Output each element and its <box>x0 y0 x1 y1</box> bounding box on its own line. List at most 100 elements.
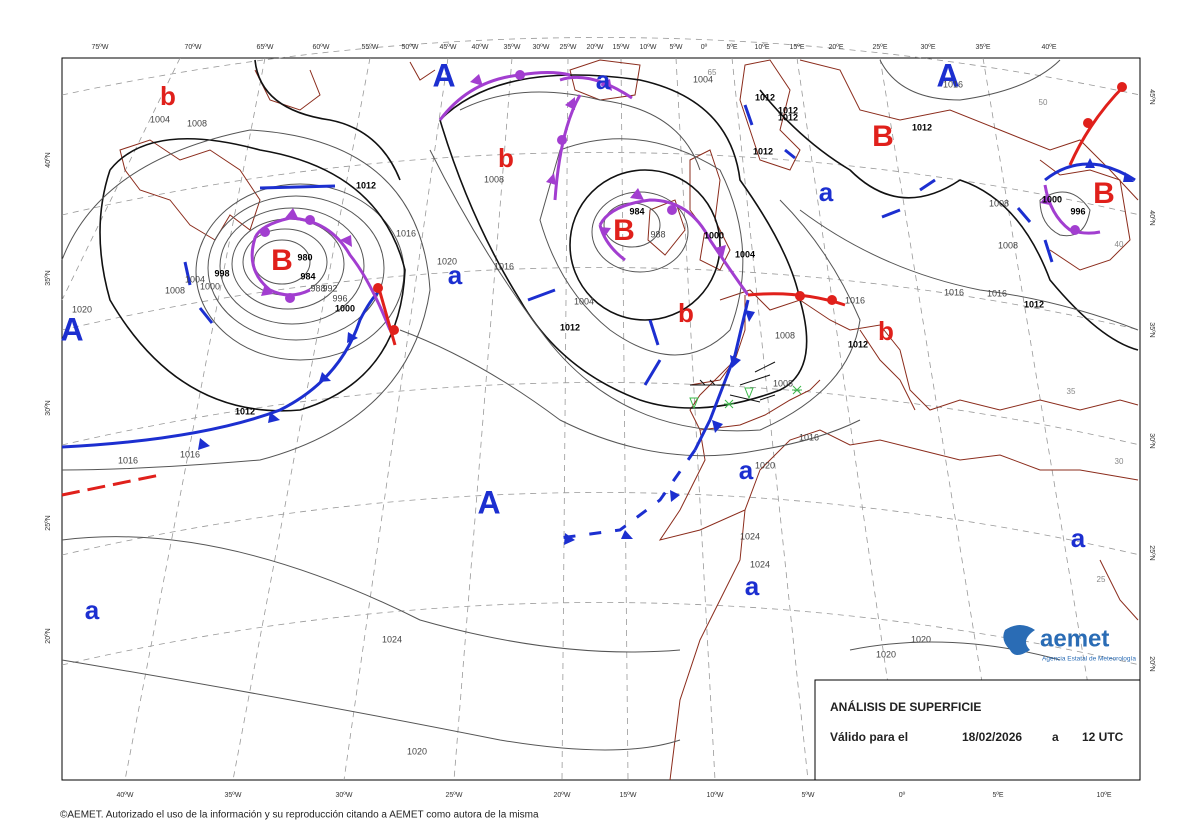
longitude-label: 20ºE <box>828 44 843 51</box>
isobar-label: 1012 <box>778 105 798 115</box>
isobar-label: 1008 <box>165 285 185 295</box>
isobar-label: 1020 <box>876 649 896 659</box>
isobar-label: 1012 <box>778 112 798 122</box>
low-center: B <box>872 120 894 153</box>
longitude-label: 25ºW <box>560 44 577 51</box>
isobar-label: 1004 <box>185 274 205 284</box>
longitude-label: 5ºE <box>992 792 1003 799</box>
isobar-label: 1016 <box>396 228 416 238</box>
latitude-label: 40ºN <box>1148 210 1155 225</box>
isobar-label: 1024 <box>750 559 770 569</box>
info-title: ANÁLISIS DE SUPERFICIE <box>830 699 981 714</box>
faint-label: 50 <box>1039 98 1048 107</box>
isobars <box>61 59 1139 751</box>
isobar-label: 1004 <box>574 296 594 306</box>
longitude-label: 40ºE <box>1041 44 1056 51</box>
longitude-label: 30ºW <box>336 792 353 799</box>
isobar-label: 1016 <box>118 455 138 465</box>
isobar-label: 1008 <box>775 330 795 340</box>
longitude-label: 0º <box>701 44 708 51</box>
longitude-label: 30ºE <box>920 44 935 51</box>
latitude-label: 45ºN <box>1148 89 1155 104</box>
coastlines <box>119 59 1139 781</box>
high-center: A <box>477 484 500 520</box>
isobar-label: 1004 <box>735 249 755 259</box>
low-center: b <box>878 316 894 346</box>
isobar-label: 1020 <box>755 460 775 470</box>
isobar-label: 1016 <box>944 287 964 297</box>
isobar-label: 1024 <box>382 634 402 644</box>
high-center: a <box>596 65 611 95</box>
high-center: a <box>85 595 100 625</box>
isobar-label: 1012 <box>560 322 580 332</box>
graticule <box>61 37 1141 781</box>
isobar-label: 1004 <box>693 74 713 84</box>
longitude-label: 55ºW <box>362 44 379 51</box>
isobar-label: 1000 <box>335 303 355 313</box>
isobar-label: 1012 <box>1024 299 1044 309</box>
isobar-label: 998 <box>214 268 229 278</box>
longitude-label: 0º <box>899 792 906 799</box>
longitude-label: 70ºW <box>185 44 202 51</box>
longitude-label: 35ºW <box>225 792 242 799</box>
isobar-label: 1016 <box>845 295 865 305</box>
isobar-label: 1012 <box>235 406 255 416</box>
high-center: A <box>432 57 455 93</box>
low-center: B <box>1093 177 1115 210</box>
isobar-label: 1016 <box>943 79 963 89</box>
valid-time: 12 UTC <box>1082 730 1124 744</box>
isobar-label: 1008 <box>998 240 1018 250</box>
isobar-label: 1016 <box>799 432 819 442</box>
high-center: a <box>745 571 760 601</box>
isobar-label: 1016 <box>494 261 514 271</box>
latitude-label: 25ºN <box>1148 545 1155 560</box>
latitude-label: 25ºN <box>45 515 52 530</box>
isobar-label: 996 <box>1070 206 1085 216</box>
isobar-label: 1012 <box>848 339 868 349</box>
wind-symbols <box>689 361 802 410</box>
isobar-label: 988 <box>650 229 665 239</box>
isobar-label: 984 <box>629 206 644 216</box>
isobar-label: 980 <box>297 252 312 262</box>
latitude-label: 35ºN <box>1148 322 1155 337</box>
high-center: a <box>448 260 463 290</box>
logo: aemet Agencia Estatal de Meteorología <box>1003 625 1136 663</box>
longitude-label: 5ºW <box>801 792 814 799</box>
info-frame <box>814 679 1141 781</box>
labels: 75ºW 70ºW 65ºW 60ºW 55ºW 50ºW 45ºW 40ºW 35ºW 30ºW… <box>45 44 1155 799</box>
longitude-label: 10ºW <box>640 44 657 51</box>
longitude-label: 75ºW <box>92 44 109 51</box>
map-frame <box>61 57 1141 781</box>
longitude-label: 10ºE <box>1096 792 1111 799</box>
low-center: b <box>498 143 514 173</box>
logo-subtitle: Agencia Estatal de Meteorología <box>1042 656 1136 663</box>
footer: ©AEMET. Autorizado el uso de la informac… <box>60 810 539 821</box>
isobar-label: 1008 <box>989 198 1009 208</box>
longitude-label: 35ºE <box>975 44 990 51</box>
high-center: A <box>936 57 959 93</box>
longitude-label: 50ºW <box>402 44 419 51</box>
longitude-label: 60ºW <box>313 44 330 51</box>
longitude-label: 30ºW <box>533 44 550 51</box>
longitude-label: 15ºE <box>789 44 804 51</box>
longitude-label: 10ºE <box>754 44 769 51</box>
isobar-label: 996 <box>332 293 347 303</box>
info-box: ANÁLISIS DE SUPERFICIE Válido para el 18… <box>814 679 1141 781</box>
longitude-label: 45ºW <box>440 44 457 51</box>
longitude-label: 20ºW <box>554 792 571 799</box>
longitude-label: 5ºW <box>669 44 682 51</box>
isobar-label: 1012 <box>753 146 773 156</box>
high-center: A <box>60 311 83 347</box>
isobar-label: 1016 <box>987 288 1007 298</box>
latitude-label: 40ºN <box>45 152 52 167</box>
longitude-label: 25ºW <box>446 792 463 799</box>
low-center: b <box>678 298 694 328</box>
longitude-label: 5ºE <box>726 44 737 51</box>
isobar-label: 1008 <box>773 378 793 388</box>
fronts <box>61 70 1136 545</box>
longitude-label: 35ºW <box>504 44 521 51</box>
low-center: B <box>271 244 293 277</box>
isobar-label: 1024 <box>740 531 760 541</box>
isobar-label: 1000 <box>704 230 724 240</box>
